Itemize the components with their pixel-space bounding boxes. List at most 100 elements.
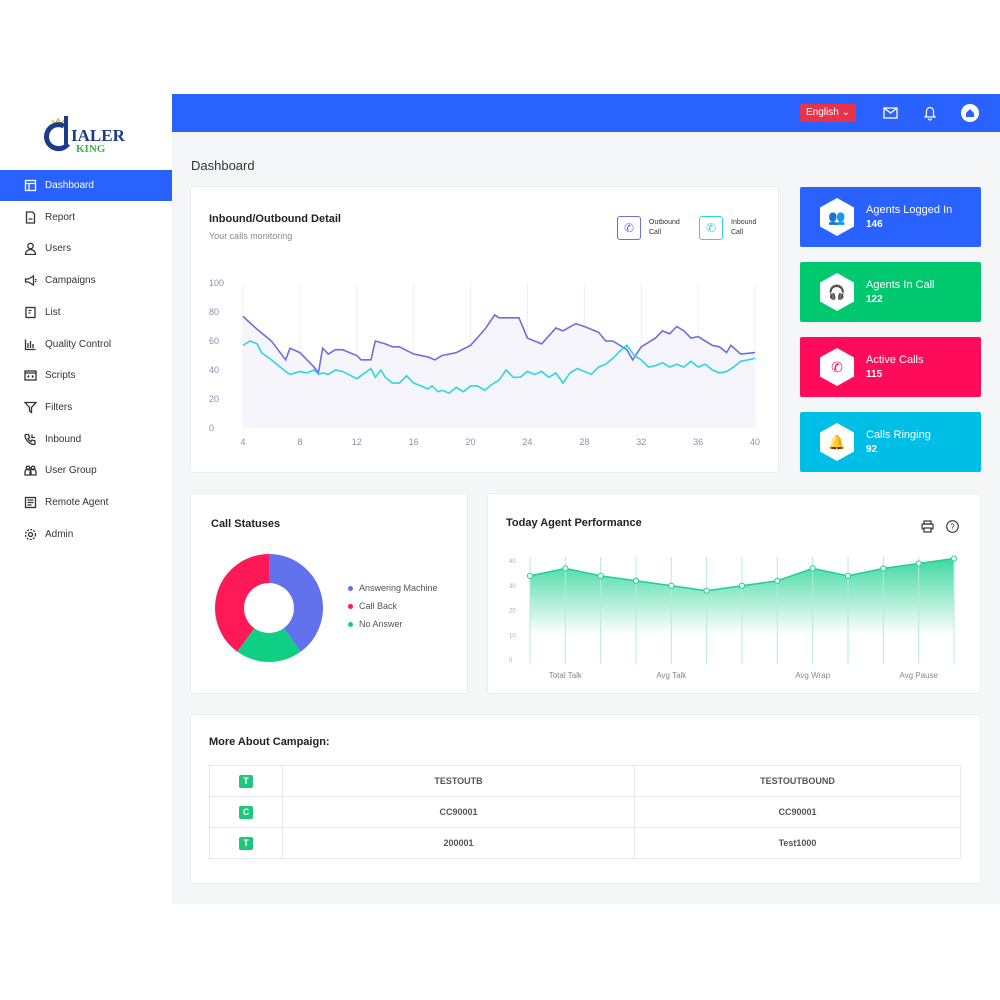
data-point[interactable]: [738, 582, 746, 589]
campaign-badge: T: [239, 836, 253, 850]
data-point[interactable]: [562, 565, 569, 572]
legend-dot: [348, 621, 353, 627]
megaphone-icon: [24, 274, 37, 287]
x-tick-label: 8: [297, 437, 302, 447]
campaign-table: T TESTOUTB TESTOUTBOUND C CC90001 CC90001 T 200…: [209, 765, 961, 859]
data-point[interactable]: [632, 577, 640, 584]
stat-value: 92: [866, 444, 878, 455]
data-point[interactable]: [774, 577, 781, 584]
data-point[interactable]: [844, 572, 852, 579]
campaign-name: TESTOUTB: [282, 765, 635, 797]
legend-item[interactable]: Answering Machine: [348, 579, 438, 597]
stat-value: 122: [866, 294, 883, 305]
sidebar-item-remote-agent[interactable]: Remote Agent: [0, 487, 172, 518]
bell-icon[interactable]: [923, 105, 937, 121]
y-tick-label: 100: [209, 278, 224, 288]
file-icon: [25, 211, 36, 224]
remote-agent-icon: [24, 496, 37, 509]
data-point[interactable]: [703, 587, 710, 594]
home-icon[interactable]: [961, 104, 979, 122]
data-point[interactable]: [880, 565, 887, 572]
user-icon: [24, 243, 37, 256]
legend-inbound[interactable]: ✆ Inbound Call: [699, 216, 756, 240]
donut-slice[interactable]: [215, 554, 269, 652]
stat-label: Agents Logged In: [866, 204, 953, 216]
print-icon[interactable]: [921, 520, 934, 533]
donut-slice[interactable]: [269, 554, 323, 652]
legend-label: Outbound: [649, 219, 680, 226]
legend-item[interactable]: Call Back: [348, 597, 438, 615]
legend-label: Answering Machine: [359, 583, 438, 593]
stat-card-agents-in-call[interactable]: 🎧 Agents In Call 122: [800, 262, 981, 322]
table-row[interactable]: C CC90001 CC90001: [209, 796, 961, 828]
area-chart: 0 10 20 30 40 Total Talk Avg Talk Avg Wrap Avg P…: [509, 555, 958, 680]
donut-chart: [215, 554, 323, 662]
table-row[interactable]: T 200001 Test1000: [209, 827, 961, 859]
mail-icon[interactable]: [883, 107, 898, 119]
users-group-icon: [24, 465, 37, 476]
sidebar-item-label: Filters: [45, 401, 73, 413]
language-select[interactable]: English ⌄: [800, 104, 856, 122]
stat-label: Active Calls: [866, 354, 924, 366]
chevron-down-icon: ⌄: [841, 107, 850, 118]
sidebar-item-label: Quality Control: [45, 338, 112, 350]
sidebar-item-users[interactable]: Users: [0, 233, 172, 264]
sidebar-item-label: Campaigns: [45, 275, 96, 287]
sidebar-item-label: Users: [45, 243, 72, 255]
sidebar-item-inbound[interactable]: Inbound: [0, 424, 172, 455]
legend-label: Call Back: [359, 601, 398, 611]
x-tick-label: 32: [636, 437, 646, 447]
list-icon: [25, 306, 36, 318]
stat-label: Agents In Call: [866, 279, 935, 291]
y-tick-label: 60: [209, 336, 219, 346]
sidebar-item-list[interactable]: List: [0, 297, 172, 328]
filter-icon: [24, 401, 37, 414]
stat-card-calls-ringing[interactable]: 🔔 Calls Ringing 92: [800, 412, 981, 472]
data-point[interactable]: [915, 560, 922, 567]
x-tick-label: 36: [693, 437, 703, 447]
card-subtitle: Your calls monitoring: [209, 231, 293, 241]
data-point[interactable]: [668, 582, 675, 589]
y-tick-label: 30: [509, 584, 516, 590]
legend-item[interactable]: No Answer: [348, 615, 438, 633]
stat-card-agents-logged-in[interactable]: 👥 Agents Logged In 146: [800, 187, 981, 247]
logo[interactable]: IALER KING: [44, 112, 134, 156]
svg-text:KING: KING: [76, 143, 106, 155]
sidebar-item-scripts[interactable]: Scripts: [0, 360, 172, 391]
badge-cell: T: [209, 827, 283, 859]
bar-chart-icon: [24, 339, 36, 350]
data-point[interactable]: [597, 572, 604, 579]
y-tick-label: 10: [509, 633, 516, 639]
sidebar-item-user-group[interactable]: User Group: [0, 455, 172, 486]
sidebar-item-quality-control[interactable]: Quality Control: [0, 329, 172, 360]
sidebar-item-report[interactable]: Report: [0, 202, 172, 233]
sidebar-item-dashboard[interactable]: Dashboard: [0, 170, 172, 201]
sidebar-item-label: Remote Agent: [45, 497, 109, 508]
y-tick-label: 0: [509, 658, 513, 664]
table-row[interactable]: T TESTOUTB TESTOUTBOUND: [209, 765, 961, 797]
bell-ringing-icon: 🔔: [820, 423, 854, 461]
headset-icon: 🎧: [820, 273, 854, 311]
legend-outbound[interactable]: ✆ Outbound Call: [617, 216, 680, 240]
sidebar-item-label: Scripts: [45, 370, 76, 382]
x-category-label: Avg Talk: [656, 671, 687, 680]
stat-card-active-calls[interactable]: ✆ Active Calls 115: [800, 337, 981, 397]
data-point[interactable]: [809, 565, 816, 572]
call-statuses-card: Call Statuses Answering Machine Call Back…: [190, 493, 468, 694]
x-category-label: Avg Wrap: [795, 671, 830, 680]
data-point[interactable]: [950, 555, 958, 562]
sidebar-item-admin[interactable]: Admin: [0, 519, 172, 550]
line-chart: 4 8 12 16 20 24 28 32 36 40 0 20 40 60 80 100: [209, 278, 760, 447]
legend-label: Call: [649, 229, 662, 236]
sidebar-item-filters[interactable]: Filters: [0, 392, 172, 423]
x-tick-label: 40: [750, 437, 760, 447]
donut-slice[interactable]: [237, 628, 301, 662]
campaign-description: Test1000: [634, 827, 961, 859]
data-point[interactable]: [526, 572, 534, 579]
series-area: [243, 314, 755, 428]
campaign-description: CC90001: [634, 796, 961, 828]
x-category-label: Total Talk: [549, 671, 583, 680]
help-icon[interactable]: ?: [946, 520, 959, 533]
sidebar-item-campaigns[interactable]: Campaigns: [0, 265, 172, 296]
x-category-label: Avg Pause: [899, 671, 938, 680]
